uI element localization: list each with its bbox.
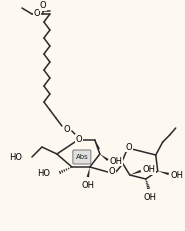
Text: O: O [34,9,40,18]
Text: OH: OH [142,165,155,174]
Polygon shape [87,167,90,177]
Polygon shape [95,140,100,149]
FancyBboxPatch shape [73,150,91,164]
Text: HO: HO [9,152,22,161]
Polygon shape [130,170,141,175]
Text: OH: OH [143,192,156,201]
Text: HO: HO [37,170,50,179]
Text: OH: OH [109,156,122,165]
Polygon shape [158,171,169,175]
Text: O: O [64,125,70,134]
Text: O: O [75,134,82,143]
Text: O: O [125,143,132,152]
Text: O: O [40,1,46,10]
Text: Abs: Abs [75,154,88,160]
Text: OH: OH [81,180,94,189]
Text: O: O [109,167,115,176]
Text: OH: OH [170,170,183,179]
Polygon shape [100,154,109,161]
